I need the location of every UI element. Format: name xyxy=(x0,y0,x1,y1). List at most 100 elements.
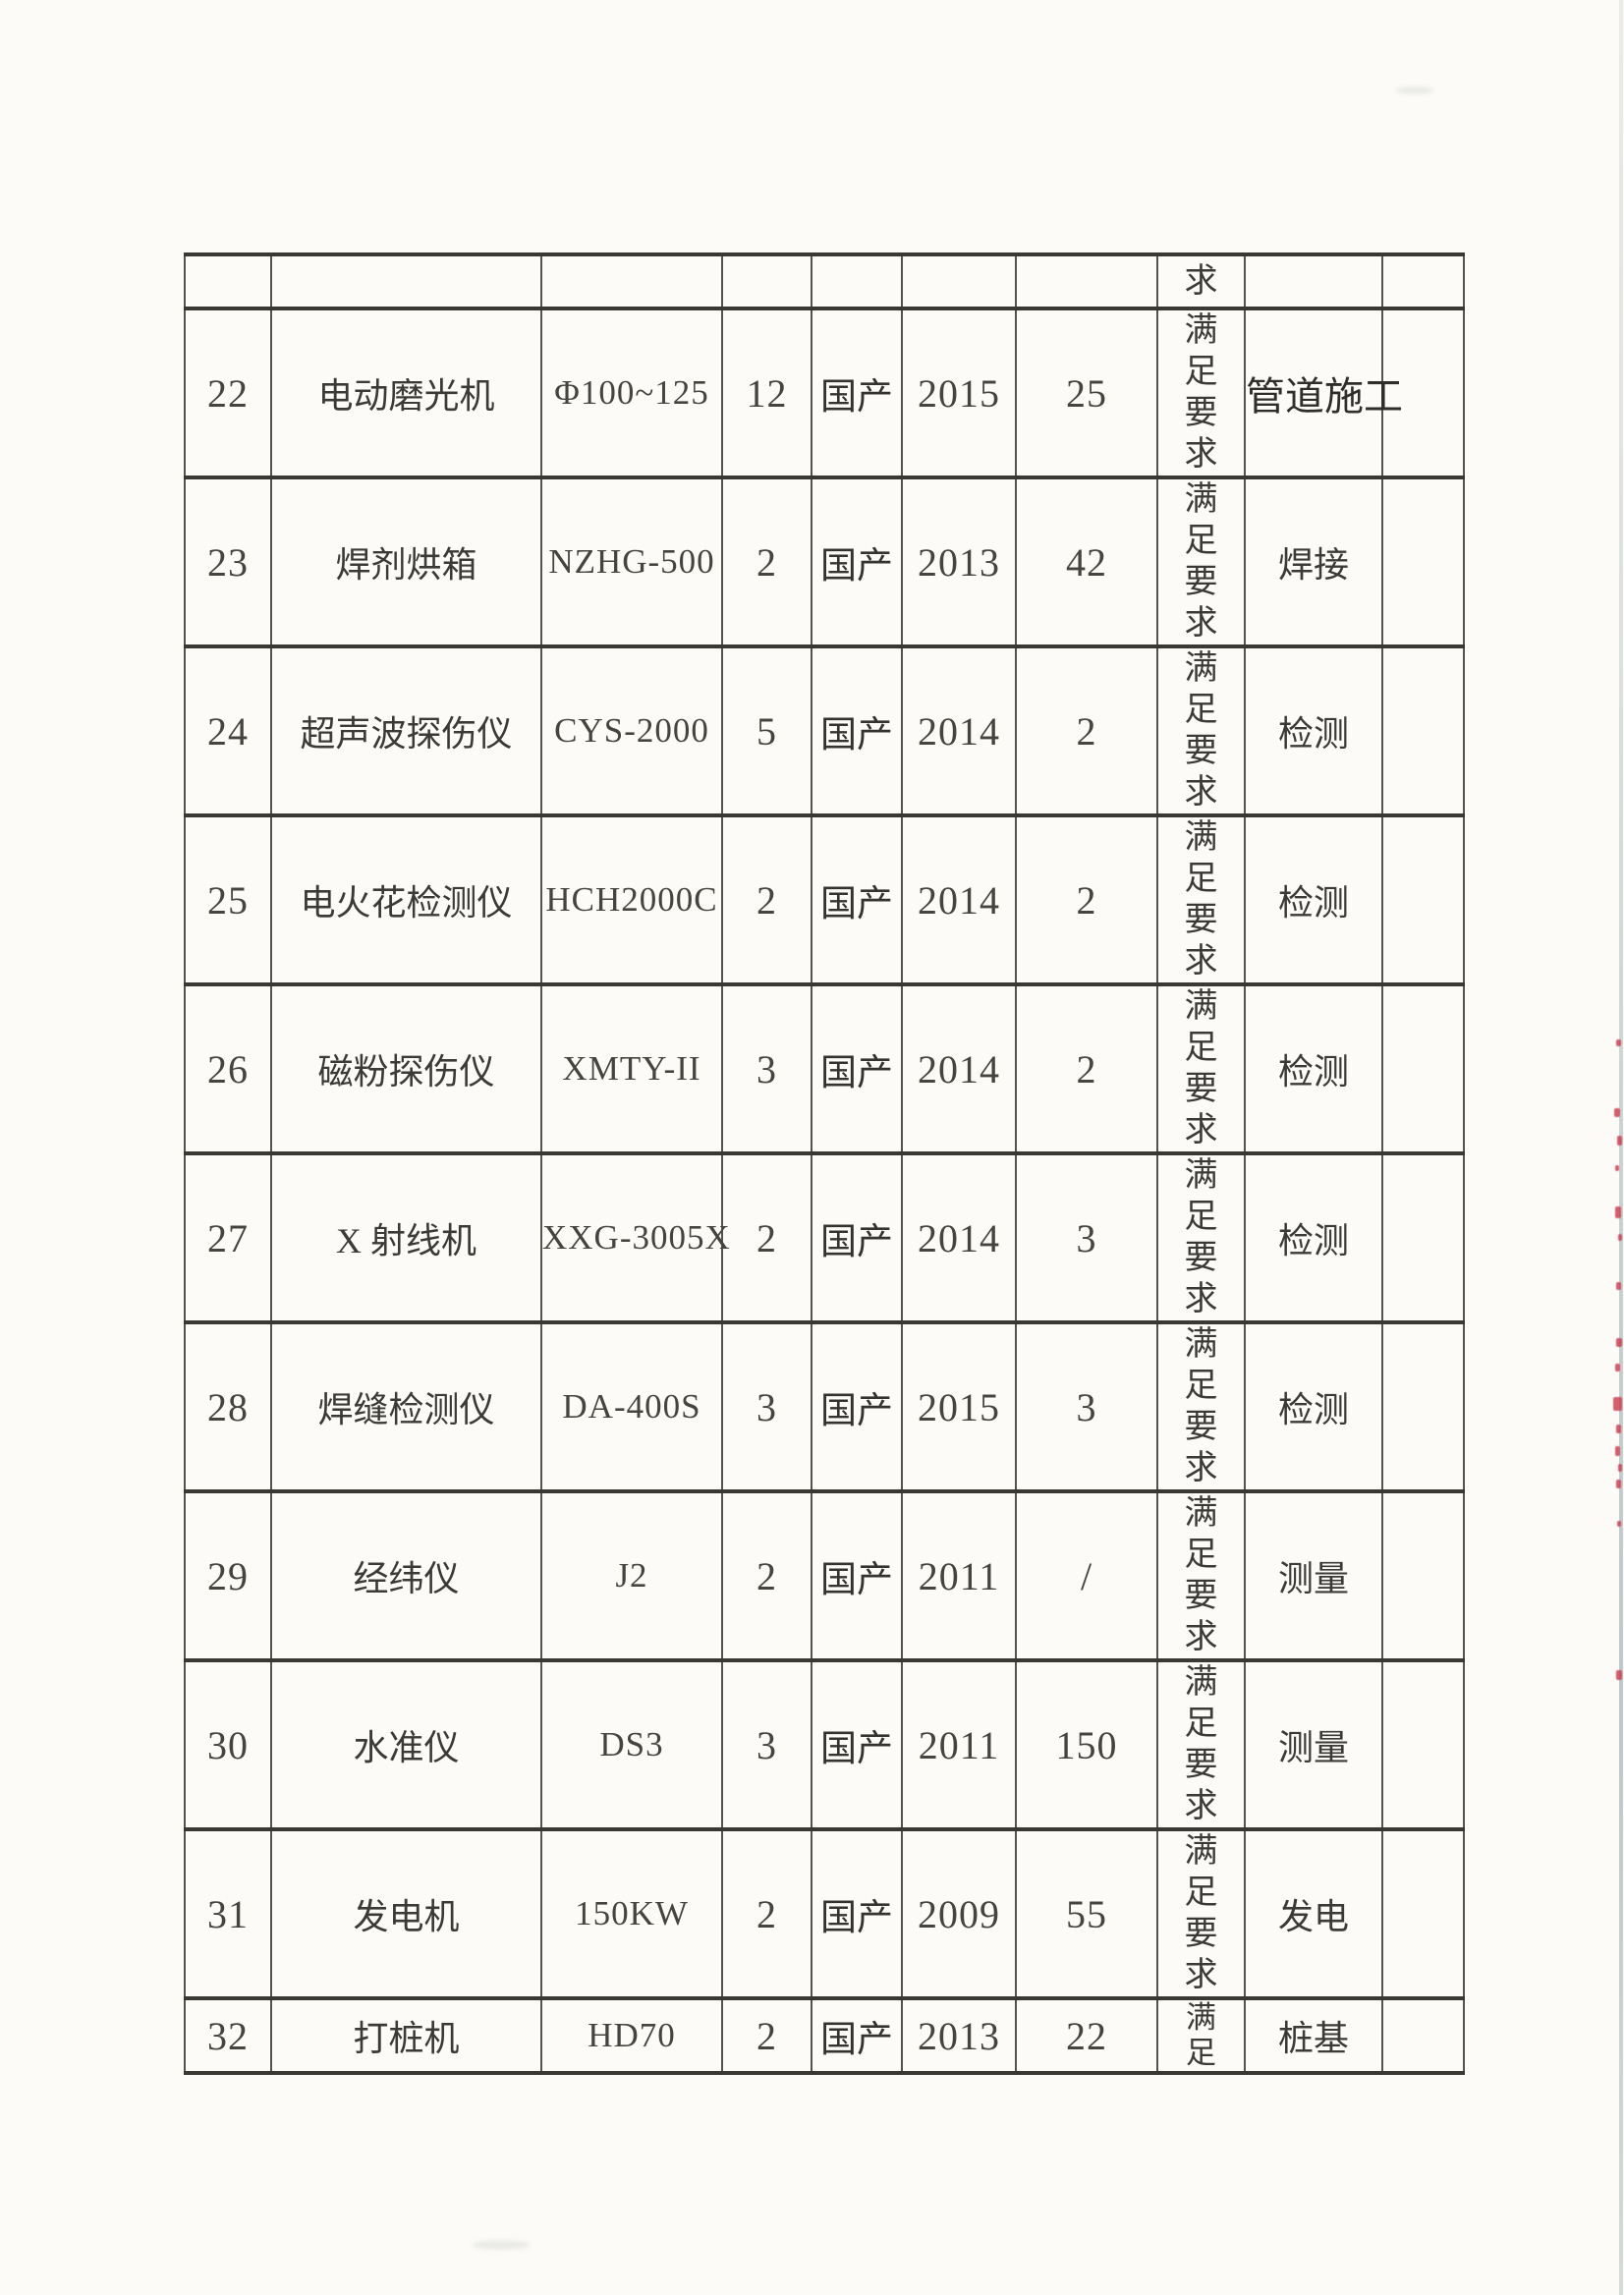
status-text: 满足要求 xyxy=(1184,1495,1218,1655)
spec-model-cell: DS3 xyxy=(540,1658,723,1831)
value-cell xyxy=(1015,252,1158,310)
status-cell: 满足 xyxy=(1156,1996,1246,2075)
equipment-name-cell: 超声波探伤仪 xyxy=(270,644,542,817)
quantity-cell: 5 xyxy=(721,644,812,817)
spec-model-cell: J2 xyxy=(540,1489,723,1662)
origin-cell: 国产 xyxy=(811,307,903,479)
value-cell: 150 xyxy=(1015,1658,1158,1831)
status-cell: 满足要求 xyxy=(1156,307,1246,479)
quantity-cell: 2 xyxy=(721,813,812,986)
status-text: 满足 xyxy=(1186,2000,1216,2070)
red-edge-mark xyxy=(1618,1234,1622,1241)
usage-cell: 桩基 xyxy=(1244,1996,1383,2075)
scan-smudge xyxy=(472,2240,531,2250)
equipment-name-cell: 电动磨光机 xyxy=(270,307,542,479)
status-text: 满足要求 xyxy=(1184,819,1218,980)
row-number-cell: 23 xyxy=(184,476,272,648)
spec-model-cell: HCH2000C xyxy=(540,813,723,986)
equipment-name-cell: 发电机 xyxy=(270,1827,542,2000)
value-cell: 2 xyxy=(1015,982,1158,1155)
red-edge-mark xyxy=(1616,1338,1622,1347)
value-cell: 3 xyxy=(1015,1320,1158,1493)
red-edge-mark xyxy=(1614,1108,1620,1117)
year-cell: 2011 xyxy=(901,1658,1017,1831)
quantity-cell: 3 xyxy=(721,1320,812,1493)
red-edge-mark xyxy=(1615,1165,1619,1171)
status-text: 满足要求 xyxy=(1184,312,1218,473)
equipment-name-cell: 焊剂烘箱 xyxy=(270,476,542,648)
row-number-cell: 30 xyxy=(184,1658,272,1831)
status-text: 满足要求 xyxy=(1184,1833,1218,1993)
red-edge-mark xyxy=(1615,1206,1621,1218)
quantity-cell: 2 xyxy=(721,1489,812,1662)
year-cell: 2013 xyxy=(901,1996,1017,2075)
note-cell xyxy=(1381,1151,1465,1324)
red-edge-mark xyxy=(1616,1480,1621,1488)
row-number-cell: 28 xyxy=(184,1320,272,1493)
equipment-name-cell: X 射线机 xyxy=(270,1151,542,1324)
equipment-name-cell: 焊缝检测仪 xyxy=(270,1320,542,1493)
year-cell: 2015 xyxy=(901,1320,1017,1493)
origin-cell: 国产 xyxy=(811,1827,903,2000)
year-cell: 2011 xyxy=(901,1489,1017,1662)
row-number-cell: 31 xyxy=(184,1827,272,2000)
table-row-24: 24 超声波探伤仪 CYS-2000 5 国产 2014 2 满足要求 检测 xyxy=(184,644,1465,817)
year-cell: 2014 xyxy=(901,982,1017,1155)
spec-model-cell xyxy=(540,252,723,310)
usage-cell: 检测 xyxy=(1244,982,1383,1155)
red-edge-mark xyxy=(1615,1446,1620,1456)
status-cell: 满足要求 xyxy=(1156,982,1246,1155)
red-edge-mark xyxy=(1615,1364,1620,1371)
status-cell: 求 xyxy=(1156,252,1246,310)
table-row-29: 29 经纬仪 J2 2 国产 2011 / 满足要求 测量 xyxy=(184,1489,1465,1662)
spec-model-cell: XXG-3005X xyxy=(540,1151,730,1324)
year-cell: 2013 xyxy=(901,476,1017,648)
status-cell: 满足要求 xyxy=(1156,1658,1246,1831)
note-cell xyxy=(1381,1320,1465,1493)
page-edge-shadow xyxy=(1619,0,1623,2295)
note-cell xyxy=(1381,1658,1465,1831)
table-row-32: 32 打桩机 HD70 2 国产 2013 22 满足 桩基 xyxy=(184,1996,1465,2075)
spec-model-cell: HD70 xyxy=(540,1996,723,2075)
spec-model-cell: XMTY-II xyxy=(540,982,723,1155)
red-edge-mark xyxy=(1616,1282,1621,1290)
note-cell xyxy=(1381,476,1465,648)
row-number-cell: 27 xyxy=(184,1151,272,1324)
table-row-22: 22 电动磨光机 Φ100~125 12 国产 2015 25 满足要求 管道施… xyxy=(184,307,1465,479)
usage-cell: 检测 xyxy=(1244,1151,1383,1324)
quantity-cell: 12 xyxy=(721,307,812,479)
origin-cell: 国产 xyxy=(811,982,903,1155)
year-cell: 2014 xyxy=(901,1151,1017,1324)
quantity-cell: 3 xyxy=(721,1658,812,1831)
table-row-carryover: 求 xyxy=(184,252,1465,310)
status-text: 满足要求 xyxy=(1184,481,1218,642)
note-cell xyxy=(1381,813,1465,986)
usage-cell: 管道施工 xyxy=(1244,307,1403,479)
status-cell: 满足要求 xyxy=(1156,1827,1246,2000)
red-edge-mark xyxy=(1616,1670,1622,1680)
status-text: 满足要求 xyxy=(1184,1664,1218,1824)
note-cell xyxy=(1381,982,1465,1155)
note-cell xyxy=(1381,307,1465,479)
spec-model-cell: DA-400S xyxy=(540,1320,723,1493)
equipment-name-cell xyxy=(270,252,542,310)
origin-cell: 国产 xyxy=(811,1658,903,1831)
note-cell xyxy=(1381,1827,1465,2000)
origin-cell: 国产 xyxy=(811,476,903,648)
value-cell: 2 xyxy=(1015,813,1158,986)
equipment-table: 求 22 电动磨光机 Φ100~125 12 国产 2015 25 满足要求 管… xyxy=(184,252,1465,2075)
origin-cell: 国产 xyxy=(811,644,903,817)
status-text: 满足要求 xyxy=(1184,1326,1218,1486)
quantity-cell: 2 xyxy=(721,1827,812,2000)
red-edge-mark xyxy=(1613,1397,1622,1411)
value-cell: 55 xyxy=(1015,1827,1158,2000)
table-row-28: 28 焊缝检测仪 DA-400S 3 国产 2015 3 满足要求 检测 xyxy=(184,1320,1465,1493)
status-cell: 满足要求 xyxy=(1156,644,1246,817)
status-cell: 满足要求 xyxy=(1156,813,1246,986)
usage-cell: 发电 xyxy=(1244,1827,1383,2000)
note-cell xyxy=(1381,644,1465,817)
note-cell xyxy=(1381,1996,1465,2075)
note-cell xyxy=(1381,252,1465,310)
red-edge-mark xyxy=(1617,1136,1622,1146)
